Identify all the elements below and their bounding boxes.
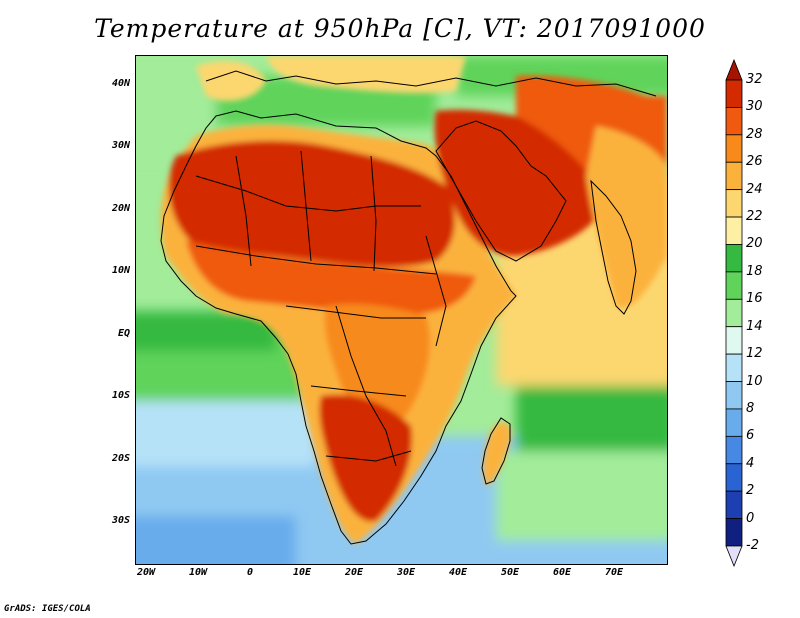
colorbar-label: 18 (746, 263, 763, 279)
india-warm (586, 126, 667, 308)
lon-label-20e: 20E (344, 567, 364, 578)
lat-label-30n: 30N (111, 140, 130, 151)
lon-label-60e: 60E (552, 567, 572, 578)
lat-label-10n: 10N (111, 265, 130, 276)
country-border-9 (285, 305, 426, 319)
map-title: Temperature at 950hPa [C], VT: 201709100… (94, 14, 706, 43)
colorbar-segment (725, 463, 743, 492)
colorbar-top-triangle (725, 58, 743, 81)
lon-label-0: 0 (246, 567, 254, 578)
madagascar (483, 421, 511, 486)
indian-ocean-south (496, 451, 667, 541)
southern-africa-hot (319, 394, 412, 522)
colorbar-label: 26 (746, 154, 763, 170)
country-border-8 (325, 450, 412, 462)
country-border-4 (370, 155, 377, 272)
grads-credit: GrADS: IGES/COLA (4, 604, 91, 614)
colorbar-segment (725, 134, 743, 163)
madagascar-coastline (481, 417, 511, 485)
country-border-1 (195, 175, 421, 212)
lat-label-30s: 30S (111, 515, 130, 526)
colorbar-label: 8 (746, 400, 755, 416)
colorbar-label: 16 (746, 291, 763, 307)
colorbar-segment (725, 518, 743, 547)
africa-coastline (160, 110, 517, 545)
lon-label-30e: 30E (396, 567, 416, 578)
colorbar-segment (725, 435, 743, 465)
sahel-warm (186, 241, 476, 315)
india-coastline (590, 179, 637, 315)
colorbar-segment (725, 107, 743, 136)
colorbar-segment (725, 189, 743, 218)
lon-label-20w: 20W (136, 567, 156, 578)
colorbar-label: 10 (746, 373, 763, 389)
lat-label-10s: 10S (111, 390, 130, 401)
colorbar-segment (725, 161, 743, 191)
colorbar-segment (725, 298, 743, 328)
country-border-2 (235, 155, 252, 267)
colorbar-label: 20 (746, 236, 763, 252)
colorbar-segment (725, 353, 743, 382)
colorbar (725, 58, 743, 568)
lon-label-70e: 70E (604, 567, 624, 578)
arabia-coastline (435, 120, 567, 262)
colorbar-segment (725, 490, 743, 519)
colorbar-label: 2 (746, 483, 755, 499)
colorbar-segment (725, 326, 743, 355)
southern-ocean-deep (136, 516, 296, 564)
colorbar-segment (725, 381, 743, 410)
country-border-7 (310, 385, 407, 397)
colorbar-segment (725, 271, 743, 300)
lat-label-20n: 20N (111, 203, 130, 214)
colorbar-segment (725, 408, 743, 437)
colorbar-label: 32 (746, 72, 763, 87)
europe-coastline (205, 70, 657, 97)
colorbar-bottom-triangle (725, 545, 743, 568)
indian-ocean-green-band (516, 386, 667, 456)
lat-label-40n: 40N (111, 78, 130, 89)
colorbar-label: 24 (746, 181, 763, 197)
colorbar-label: 22 (746, 209, 763, 225)
lat-label-20s: 20S (111, 453, 130, 464)
colorbar-segment (725, 216, 743, 245)
lon-label-50e: 50E (500, 567, 520, 578)
colorbar-label: 6 (746, 428, 755, 444)
temperature-map (135, 55, 668, 565)
colorbar-segment (725, 79, 743, 108)
country-border-3 (300, 150, 312, 262)
country-border-10 (425, 235, 447, 347)
lat-label-eq: EQ (117, 328, 130, 339)
lon-label-10w: 10W (188, 567, 208, 578)
lon-label-10e: 10E (292, 567, 312, 578)
country-border-5 (195, 245, 437, 275)
colorbar-label: 0 (746, 510, 755, 526)
colorbar-label: 28 (746, 126, 763, 142)
colorbar-label: 14 (746, 318, 763, 334)
colorbar-label: -2 (746, 538, 759, 553)
colorbar-label: 30 (746, 99, 763, 115)
lon-label-40e: 40E (448, 567, 468, 578)
iberia-warm (196, 61, 266, 101)
colorbar-segment (725, 244, 743, 273)
europe-warm (266, 56, 466, 94)
colorbar-label: 4 (746, 455, 755, 471)
sahara-hot (168, 140, 455, 267)
country-border-6 (335, 305, 397, 467)
colorbar-label: 12 (746, 346, 763, 362)
